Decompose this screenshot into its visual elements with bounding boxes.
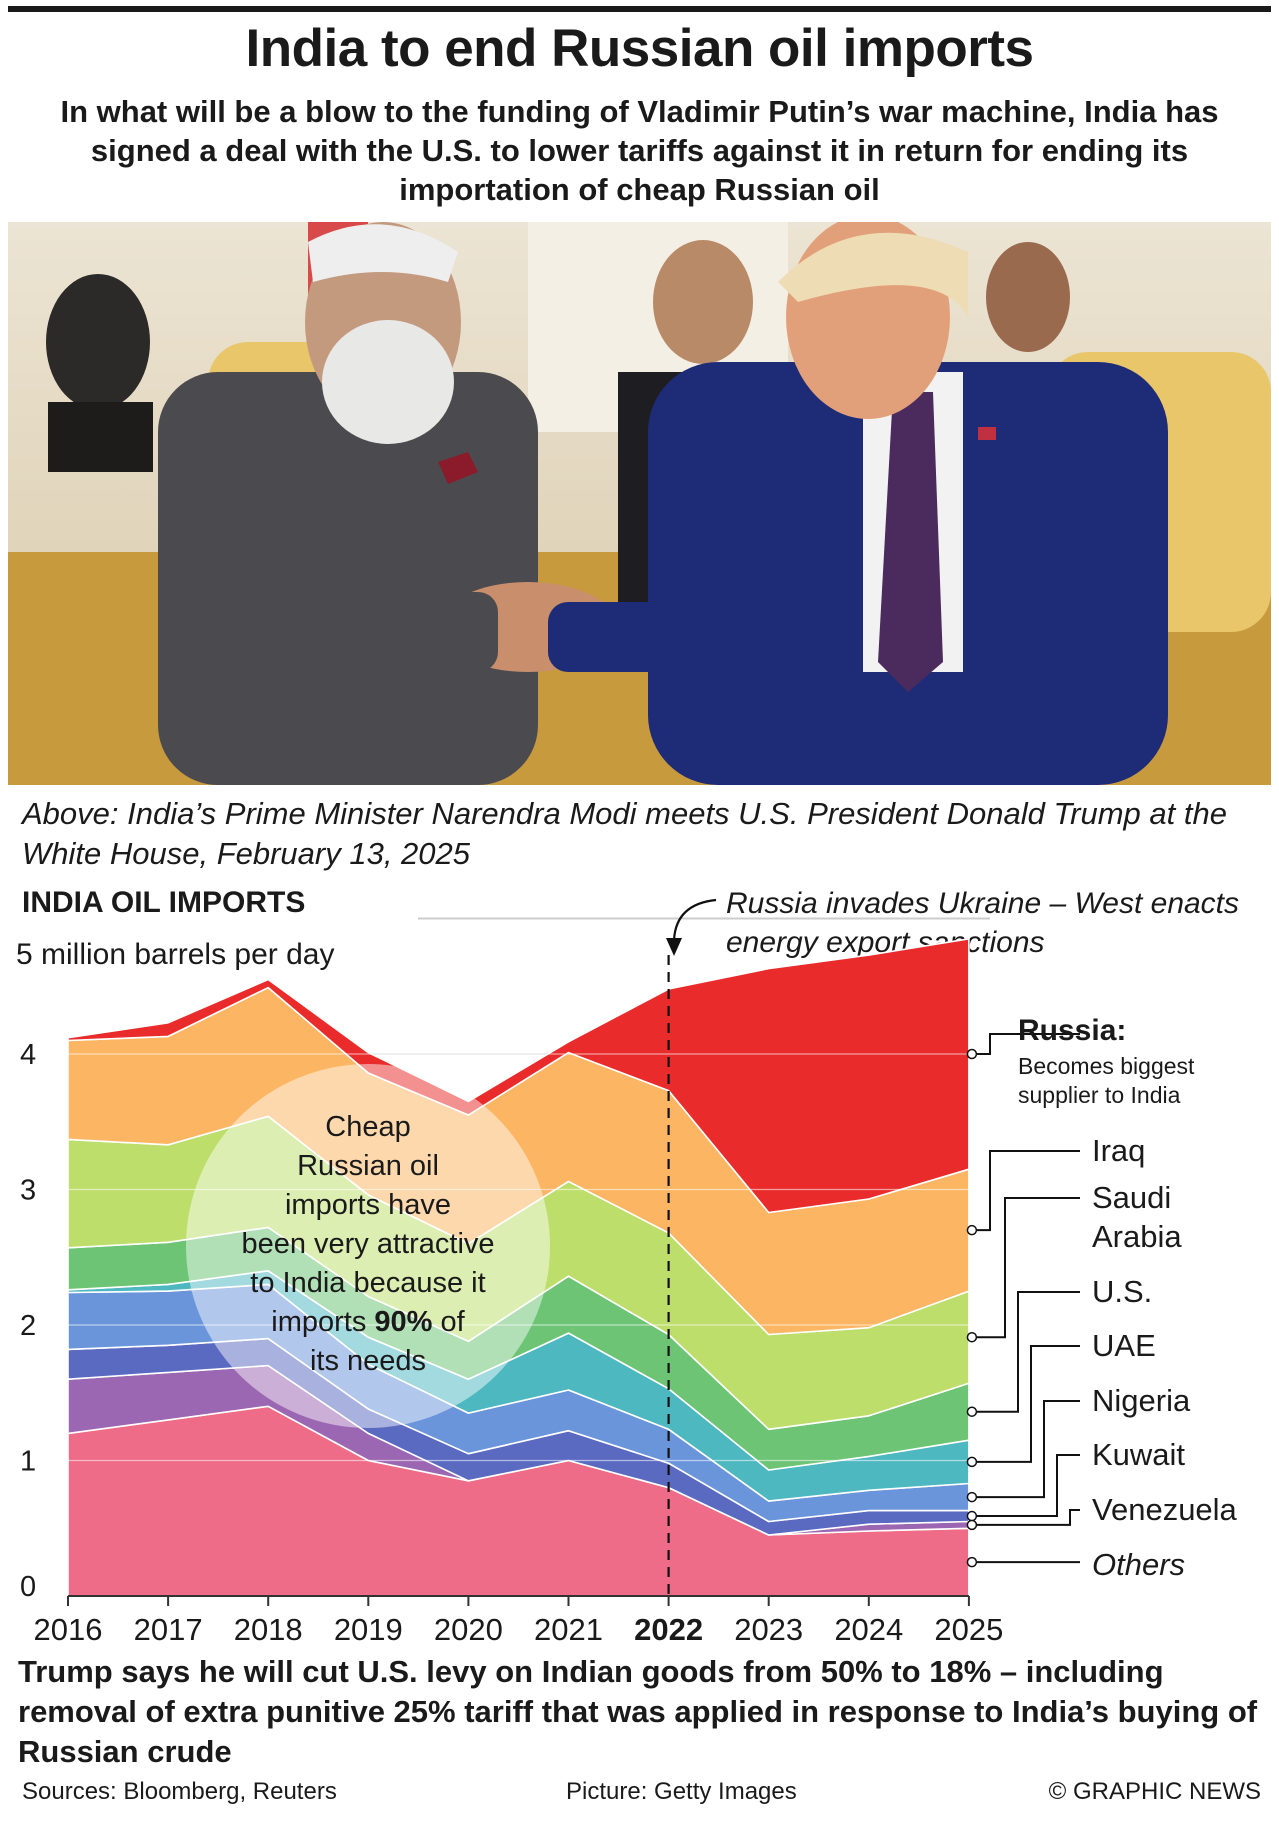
summary-text: Trump says he will cut U.S. levy on Indi… bbox=[18, 1654, 1258, 1769]
legend-label: Iraq bbox=[1092, 1133, 1145, 1168]
x-tick-label: 2017 bbox=[134, 1612, 203, 1647]
picture-credit: Picture: Getty Images bbox=[566, 1778, 797, 1805]
page-title: India to end Russian oil imports bbox=[245, 19, 1034, 78]
legend-label: UAE bbox=[1092, 1328, 1156, 1363]
legend-leader-line bbox=[976, 1400, 1080, 1499]
y-axis-unit-label: 5 million barrels per day bbox=[16, 938, 335, 971]
y-tick-label: 4 bbox=[20, 1039, 36, 1071]
legend-anchor-dot bbox=[966, 1491, 978, 1503]
legend-label: Kuwait bbox=[1092, 1437, 1185, 1472]
callout-text-line: Russian oil bbox=[297, 1150, 439, 1182]
legend-note-line: Becomes biggest bbox=[1018, 1053, 1195, 1079]
legend-label: Nigeria bbox=[1092, 1383, 1191, 1418]
stacked-area-chart: 0 1 2 3 4 2016 2017 2018 2019 2020 2021 2022 2023 202… bbox=[20, 898, 1238, 1647]
legend-label: Russia: bbox=[1018, 1014, 1126, 1047]
legend-anchor-dot bbox=[966, 1406, 978, 1417]
callout-text-line: been very attractive bbox=[241, 1228, 494, 1260]
x-tick-label: 2024 bbox=[834, 1612, 903, 1647]
legend-leader-line bbox=[976, 1197, 1080, 1339]
legend-label: U.S. bbox=[1092, 1274, 1152, 1309]
legend-leader-line bbox=[976, 1345, 1080, 1463]
x-tick-label: 2021 bbox=[534, 1612, 603, 1647]
y-tick-label: 3 bbox=[20, 1175, 36, 1207]
area-russia bbox=[67, 938, 970, 1214]
sources-note: Sources: Bloomberg, Reuters bbox=[22, 1778, 337, 1805]
legend-label: Arabia bbox=[1092, 1219, 1182, 1254]
x-tick-label: 2019 bbox=[334, 1612, 403, 1647]
event-annotation: Russia invades Ukraine – West enacts ene… bbox=[726, 887, 1240, 959]
chart-title: INDIA OIL IMPORTS bbox=[22, 886, 306, 919]
top-rule bbox=[8, 6, 1271, 12]
event-arrowhead bbox=[666, 938, 682, 956]
x-tick-label: 2020 bbox=[434, 1612, 503, 1647]
legend-label: Saudi bbox=[1092, 1180, 1171, 1215]
legend-label: Others bbox=[1092, 1547, 1185, 1582]
legend-leader-line bbox=[976, 1291, 1080, 1413]
callout-text-line: Cheap bbox=[325, 1111, 410, 1143]
callout-text-line: imports 90% of bbox=[271, 1306, 465, 1338]
legend-leader-line bbox=[976, 1509, 1080, 1526]
legend-anchor-dot bbox=[966, 1556, 978, 1568]
legend-anchor-dot bbox=[966, 1456, 978, 1468]
x-tick-label: 2022 bbox=[634, 1612, 703, 1647]
news-photo bbox=[8, 222, 1271, 785]
callout-text-line: imports have bbox=[285, 1189, 451, 1221]
y-tick-label: 1 bbox=[20, 1446, 36, 1478]
legend-anchor-dot bbox=[966, 1519, 978, 1531]
legend-anchor-dot bbox=[966, 1224, 978, 1236]
legend-label: Venezuela bbox=[1092, 1492, 1238, 1527]
x-tick-label: 2018 bbox=[234, 1612, 303, 1647]
x-tick-label: 2016 bbox=[34, 1612, 103, 1647]
copyright-credit: © GRAPHIC NEWS bbox=[1048, 1778, 1261, 1805]
y-tick-label: 2 bbox=[20, 1310, 36, 1342]
callout-text-line: to India because it bbox=[250, 1267, 485, 1299]
x-tick-label: 2025 bbox=[934, 1612, 1003, 1647]
event-arrow bbox=[672, 898, 717, 941]
legend-leader-line bbox=[976, 1454, 1080, 1518]
legend-anchor-dot bbox=[966, 1331, 978, 1343]
y-tick-label: 0 bbox=[20, 1571, 36, 1603]
callout-circle bbox=[186, 1064, 550, 1428]
page-subtitle: In what will be a blow to the funding of… bbox=[60, 94, 1219, 207]
legend-anchor-dot bbox=[966, 1510, 978, 1522]
legend-leader-line bbox=[976, 1150, 1080, 1232]
x-tick-label: 2023 bbox=[734, 1612, 803, 1647]
photo-caption: Above: India’s Prime Minister Narendra M… bbox=[22, 796, 1227, 871]
legend-note-line: supplier to India bbox=[1018, 1082, 1181, 1108]
legend-anchor-dot bbox=[966, 1048, 978, 1060]
legend-leader-line bbox=[976, 1033, 1080, 1055]
callout-text-line: its needs bbox=[310, 1345, 426, 1377]
